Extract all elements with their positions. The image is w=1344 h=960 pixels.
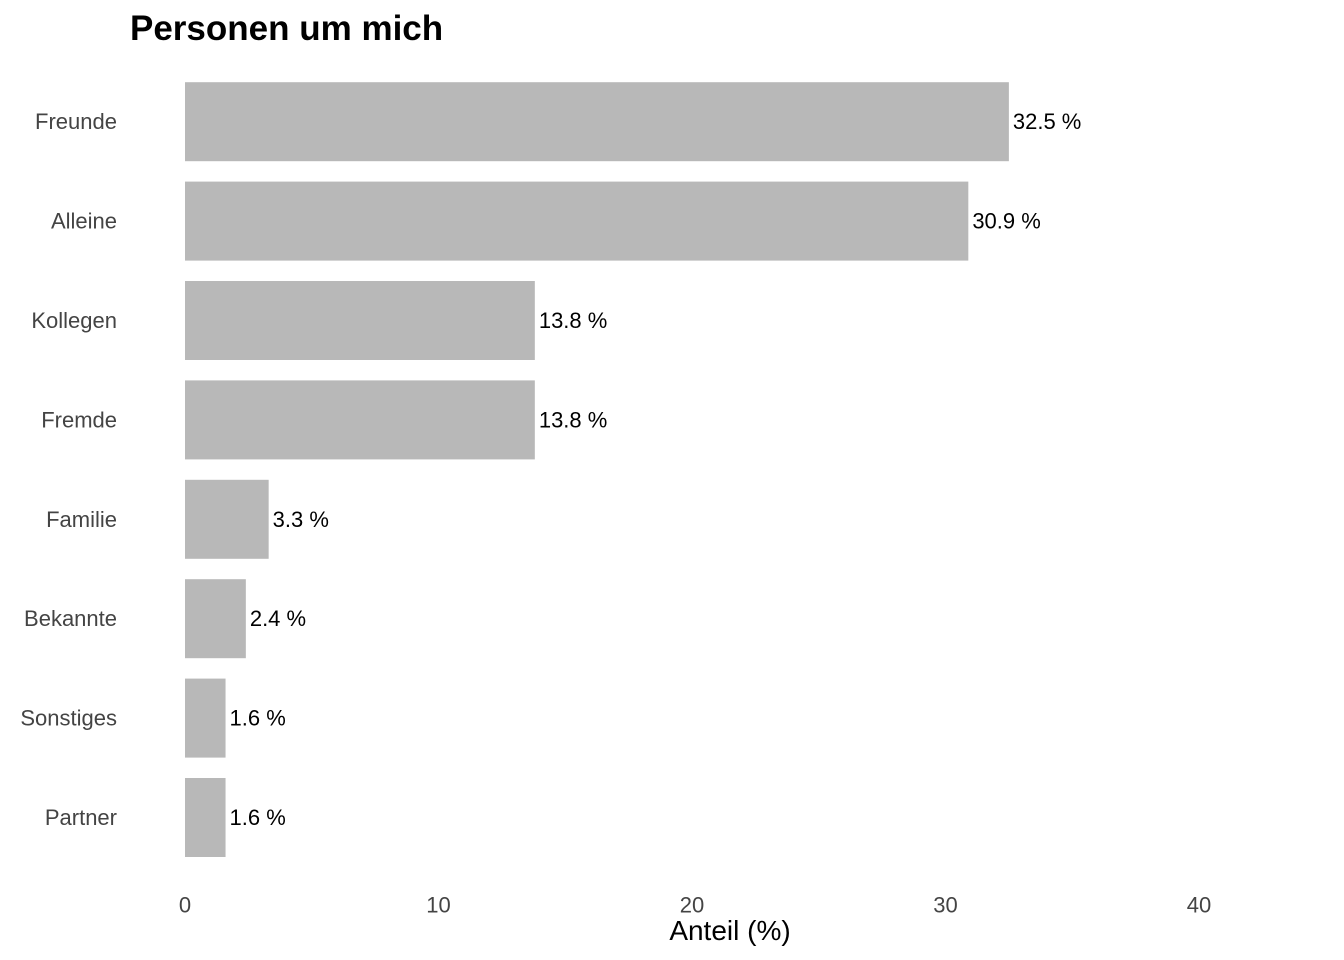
x-axis-title: Anteil (%) <box>669 915 790 946</box>
category-labels: Freunde Alleine Kollegen Fremde Familie Bekan… <box>20 109 117 830</box>
value-label-fremde: 13.8 % <box>539 407 608 432</box>
x-axis-ticks: 0 10 20 30 40 <box>179 893 1211 918</box>
bar-fremde <box>185 380 535 460</box>
category-label-bekannte: Bekannte <box>24 606 117 631</box>
value-label-kollegen: 13.8 % <box>539 308 608 333</box>
value-labels: 32.5 % 30.9 % 13.8 % 13.8 % 3.3 % 2.4 % 1.6 % 1… <box>230 109 1082 830</box>
x-tick-label-0: 0 <box>179 893 191 918</box>
bar-alleine <box>185 181 969 261</box>
bar-bekannte <box>185 579 246 659</box>
value-label-freunde: 32.5 % <box>1013 109 1082 134</box>
category-label-partner: Partner <box>45 805 117 830</box>
category-label-sonstiges: Sonstiges <box>20 706 117 731</box>
bar-familie <box>185 479 269 559</box>
value-label-sonstiges: 1.6 % <box>230 706 286 731</box>
bar-kollegen <box>185 281 535 360</box>
value-label-alleine: 30.9 % <box>972 209 1040 234</box>
bars-group <box>185 82 1009 857</box>
value-label-familie: 3.3 % <box>273 507 329 532</box>
bar-freunde <box>185 82 1009 162</box>
category-label-alleine: Alleine <box>51 209 117 234</box>
category-label-familie: Familie <box>46 507 117 532</box>
x-tick-label-10: 10 <box>426 893 450 918</box>
category-label-kollegen: Kollegen <box>31 308 117 333</box>
chart-title: Personen um mich <box>130 9 443 48</box>
value-label-partner: 1.6 % <box>230 805 286 830</box>
x-tick-label-30: 30 <box>933 893 957 918</box>
value-label-bekannte: 2.4 % <box>250 606 306 631</box>
category-label-fremde: Fremde <box>41 407 117 432</box>
bar-partner <box>185 778 226 857</box>
x-tick-label-40: 40 <box>1187 893 1211 918</box>
category-label-freunde: Freunde <box>35 109 117 134</box>
bar-sonstiges <box>185 678 226 758</box>
x-tick-label-20: 20 <box>680 893 704 918</box>
